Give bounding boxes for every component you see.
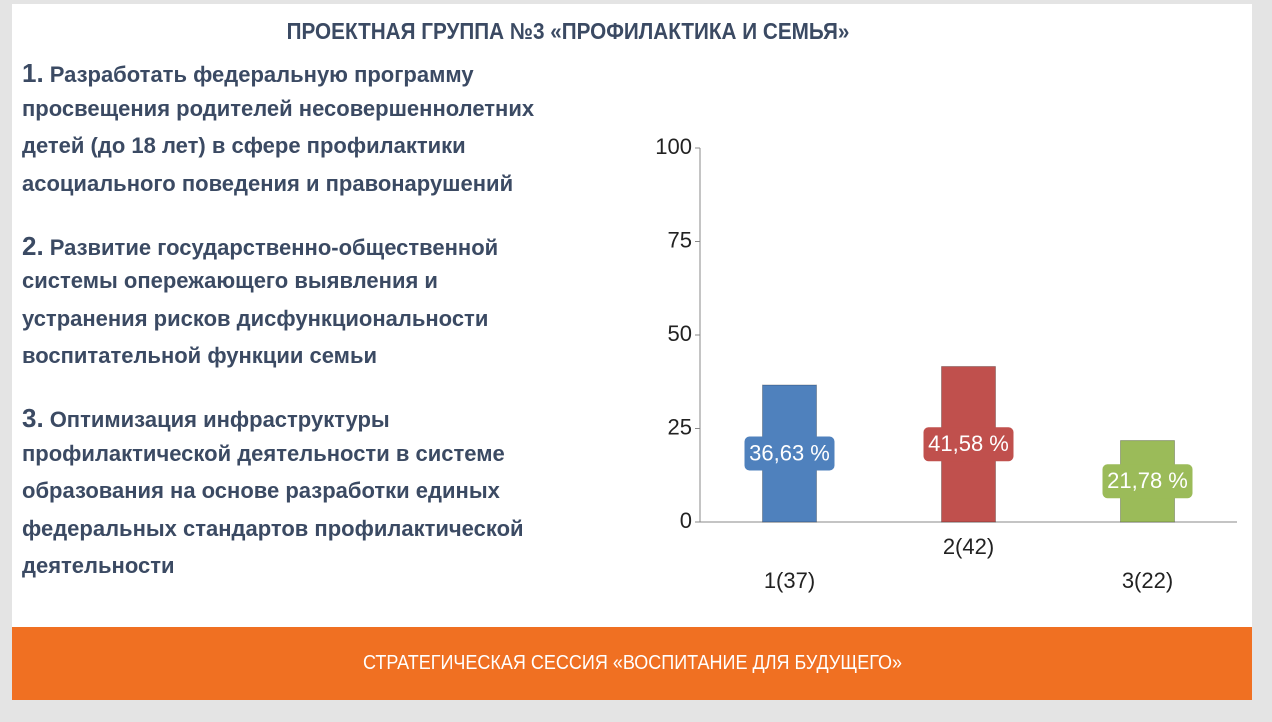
- text-line: воспитательной функции семьи: [22, 343, 377, 369]
- x-tick-label: 1(37): [764, 568, 815, 593]
- item-number: 2.: [22, 230, 44, 261]
- line-text: Развитие государственно-общественной: [49, 234, 499, 260]
- text-line: детей (до 18 лет) в сфере профилактики: [22, 133, 466, 159]
- slide-title: ПРОЕКТНАЯ ГРУППА №3 «ПРОФИЛАКТИКА И СЕМЬ…: [286, 18, 850, 44]
- text-line: 2. Развитие государственно-общественной: [22, 231, 498, 262]
- line-text: асоциального поведения и правонарушений: [22, 170, 514, 196]
- line-text: образования на основе разработки единых: [22, 478, 500, 503]
- line-text: детей (до 18 лет) в сфере профилактики: [22, 133, 466, 158]
- line-text: системы опережающего выявления и: [22, 268, 438, 293]
- text-line: системы опережающего выявления и: [22, 268, 438, 294]
- y-tick-label: 0: [680, 508, 692, 533]
- y-tick-label: 50: [668, 321, 692, 346]
- footer-text: СТРАТЕГИЧЕСКАЯ СЕССИЯ «ВОСПИТАНИЕ ДЛЯ БУ…: [362, 652, 902, 674]
- text-line: профилактической деятельности в системе: [22, 441, 505, 467]
- text-line: асоциального поведения и правонарушений: [22, 171, 513, 197]
- value-label: 36,63 %: [749, 440, 830, 465]
- text-line: просвещения родителей несовершеннолетних: [22, 96, 534, 122]
- text-line: устранения рисков дисфункциональности: [22, 306, 488, 332]
- line-text: Разработать федеральную программу: [49, 62, 474, 87]
- x-tick-label: 2(42): [943, 534, 994, 559]
- line-text: Оптимизация инфраструктуры: [49, 407, 390, 432]
- text-line: федеральных стандартов профилактической: [22, 516, 524, 542]
- text-line: 3. Оптимизация инфраструктуры: [22, 403, 390, 434]
- line-text: воспитательной функции семьи: [22, 343, 377, 368]
- y-tick-label: 25: [668, 414, 692, 439]
- text-line: 1. Разработать федеральную программу: [22, 58, 474, 89]
- line-text: профилактической деятельности в системе: [22, 440, 505, 466]
- y-tick-label: 100: [655, 134, 692, 159]
- line-text: устранения рисков дисфункциональности: [22, 305, 489, 331]
- value-label: 41,58 %: [928, 431, 1009, 456]
- text-line: образования на основе разработки единых: [22, 478, 500, 504]
- line-text: федеральных стандартов профилактической: [22, 515, 524, 541]
- x-tick-label: 3(22): [1122, 568, 1173, 593]
- text-line: деятельности: [22, 553, 175, 579]
- value-label: 21,78 %: [1107, 468, 1188, 493]
- item-number: 3.: [22, 403, 44, 433]
- value-label-box: [1102, 464, 1193, 499]
- line-text: просвещения родителей несовершеннолетних: [22, 95, 535, 121]
- y-tick-label: 75: [668, 227, 692, 252]
- slide: [12, 4, 1252, 700]
- line-text: деятельности: [22, 553, 175, 578]
- value-label-box: [923, 427, 1014, 462]
- item-number: 1.: [22, 58, 44, 88]
- value-label-box: [744, 436, 835, 471]
- footer: СТРАТЕГИЧЕСКАЯ СЕССИЯ «ВОСПИТАНИЕ ДЛЯ БУ…: [12, 627, 1252, 700]
